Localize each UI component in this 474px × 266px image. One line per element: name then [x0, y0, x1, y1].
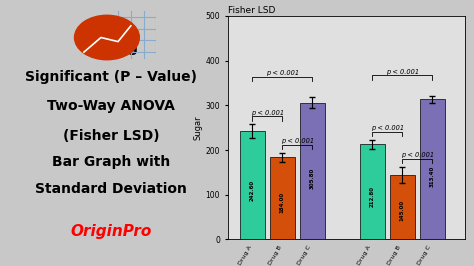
Text: OriginPro: OriginPro [71, 224, 152, 239]
Bar [419, 99, 445, 239]
Text: 313.40: 313.40 [429, 166, 435, 187]
Text: 212.80: 212.80 [370, 186, 375, 207]
Text: Bar Graph with: Bar Graph with [52, 155, 171, 169]
Bar [300, 103, 325, 239]
Text: p < 0.001: p < 0.001 [266, 70, 299, 76]
Text: (Fisher LSD): (Fisher LSD) [63, 129, 160, 143]
Bar [390, 174, 415, 239]
Text: p < 0.001: p < 0.001 [281, 138, 314, 144]
Text: 184.00: 184.00 [280, 192, 285, 213]
Text: Two-Way ANOVA: Two-Way ANOVA [47, 99, 175, 113]
Circle shape [74, 15, 139, 60]
Text: p < 0.001: p < 0.001 [371, 125, 404, 131]
Text: Fisher LSD: Fisher LSD [228, 6, 275, 15]
Text: p < 0.001: p < 0.001 [251, 110, 284, 116]
Bar [270, 157, 295, 239]
Y-axis label: Sugar: Sugar [193, 115, 202, 140]
Bar [240, 131, 265, 239]
Text: p < 0.001: p < 0.001 [385, 69, 419, 75]
Text: Adding: Adding [84, 41, 139, 55]
Text: 305.80: 305.80 [310, 167, 315, 189]
Bar [360, 144, 385, 239]
Text: 145.00: 145.00 [400, 200, 405, 221]
Text: p < 0.001: p < 0.001 [401, 152, 434, 158]
Text: Standard Deviation: Standard Deviation [36, 182, 187, 196]
Text: 242.60: 242.60 [250, 180, 255, 201]
Text: Significant (P – Value): Significant (P – Value) [26, 70, 197, 84]
